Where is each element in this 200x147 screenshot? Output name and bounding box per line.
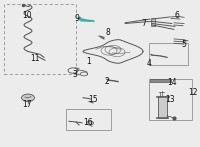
Bar [149, 43, 188, 65]
Bar [156, 96, 169, 97]
Text: 13: 13 [165, 95, 175, 105]
Bar [149, 79, 192, 120]
Text: 3: 3 [73, 70, 77, 79]
Text: 6: 6 [175, 11, 179, 20]
Bar [158, 96, 167, 118]
Text: 4: 4 [147, 59, 151, 68]
Text: 16: 16 [83, 117, 93, 127]
Text: 8: 8 [106, 28, 110, 37]
Text: 7: 7 [142, 19, 146, 28]
Bar [156, 117, 168, 118]
Bar [66, 109, 111, 130]
Bar [150, 79, 171, 82]
Ellipse shape [86, 121, 94, 125]
Text: 11: 11 [30, 54, 40, 63]
Bar [151, 18, 155, 26]
Text: 10: 10 [22, 11, 32, 20]
Text: 1: 1 [87, 56, 91, 66]
Bar [4, 4, 76, 74]
Text: 12: 12 [188, 88, 198, 97]
Text: 5: 5 [182, 40, 186, 49]
Text: 9: 9 [75, 14, 79, 23]
Text: 15: 15 [88, 95, 98, 105]
Text: 2: 2 [105, 77, 109, 86]
Text: 17: 17 [22, 100, 32, 109]
Text: 14: 14 [167, 78, 177, 87]
Ellipse shape [22, 94, 35, 101]
